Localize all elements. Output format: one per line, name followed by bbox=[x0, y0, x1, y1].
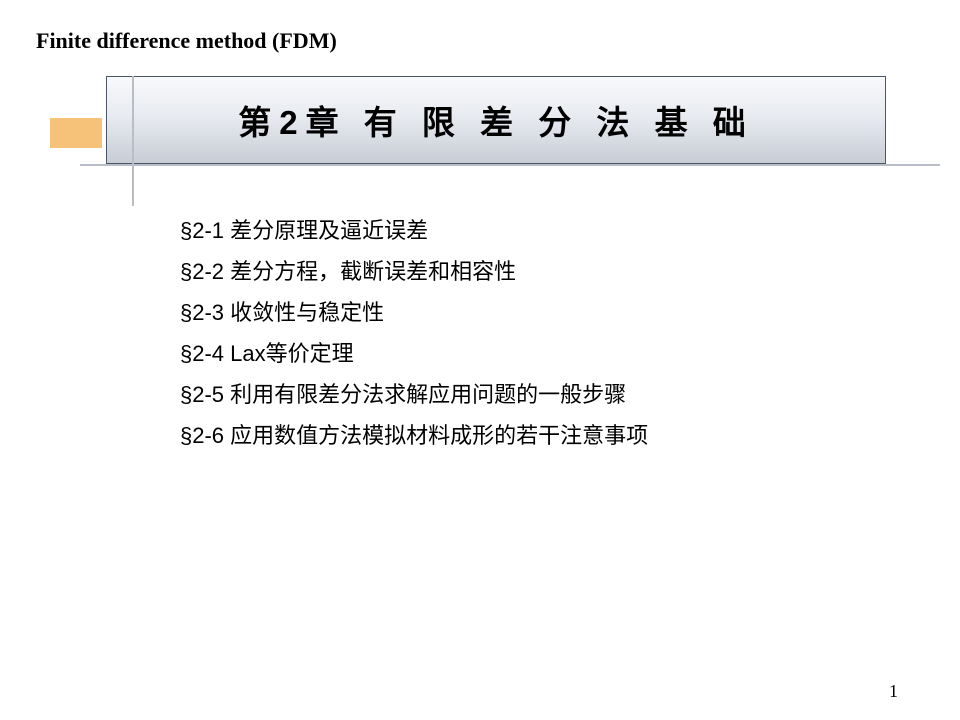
toc-label: §2-4 bbox=[180, 341, 224, 366]
header-subtitle: Finite difference method (FDM) bbox=[36, 28, 337, 54]
toc-item: §2-6 应用数值方法模拟材料成形的若干注意事项 bbox=[180, 425, 880, 447]
page-number: 1 bbox=[889, 681, 898, 702]
accent-block bbox=[50, 118, 102, 148]
toc-label: §2-6 bbox=[180, 423, 224, 448]
toc-item: §2-4 Lax等价定理 bbox=[180, 343, 880, 365]
toc-title: 差分方程，截断误差和相容性 bbox=[230, 259, 516, 284]
toc-title: Lax等价定理 bbox=[230, 341, 353, 366]
toc-label: §2-5 bbox=[180, 382, 224, 407]
toc-title: 应用数值方法模拟材料成形的若干注意事项 bbox=[230, 423, 648, 448]
toc-list: §2-1 差分原理及逼近误差 §2-2 差分方程，截断误差和相容性 §2-3 收… bbox=[180, 220, 880, 466]
toc-title: 收敛性与稳定性 bbox=[230, 300, 384, 325]
toc-item: §2-3 收敛性与稳定性 bbox=[180, 302, 880, 324]
vertical-line bbox=[132, 76, 134, 206]
chapter-title: 第2章 有 限 差 分 法 基 础 bbox=[238, 96, 754, 144]
title-area: 第2章 有 限 差 分 法 基 础 bbox=[50, 76, 920, 181]
toc-item: §2-5 利用有限差分法求解应用问题的一般步骤 bbox=[180, 384, 880, 406]
toc-title: 差分原理及逼近误差 bbox=[230, 218, 428, 243]
toc-item: §2-2 差分方程，截断误差和相容性 bbox=[180, 261, 880, 283]
toc-label: §2-3 bbox=[180, 300, 224, 325]
toc-item: §2-1 差分原理及逼近误差 bbox=[180, 220, 880, 242]
toc-label: §2-1 bbox=[180, 218, 224, 243]
toc-title: 利用有限差分法求解应用问题的一般步骤 bbox=[230, 382, 626, 407]
toc-label: §2-2 bbox=[180, 259, 224, 284]
horizontal-line bbox=[80, 164, 940, 166]
title-panel: 第2章 有 限 差 分 法 基 础 bbox=[106, 76, 886, 164]
